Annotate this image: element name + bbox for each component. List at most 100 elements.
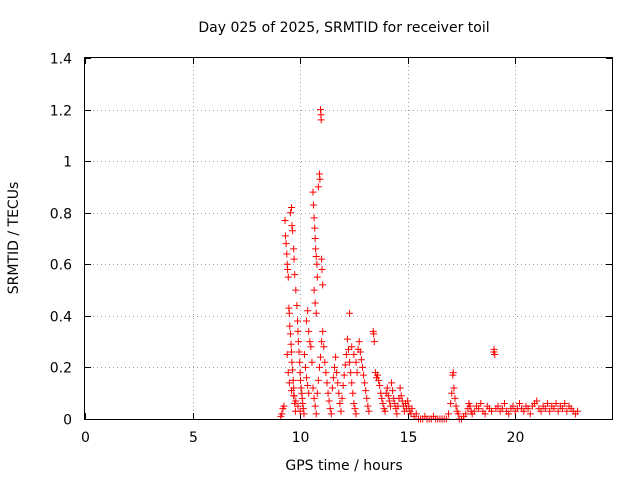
- data-point: [498, 405, 506, 413]
- data-point: [297, 376, 305, 384]
- data-point: [374, 371, 382, 379]
- data-point: [335, 389, 343, 397]
- data-point: [287, 348, 295, 356]
- data-point: [393, 410, 401, 418]
- data-point: [348, 343, 356, 351]
- data-point: [524, 405, 532, 413]
- data-point: [294, 338, 302, 346]
- data-point: [381, 407, 389, 415]
- data-point: [349, 389, 357, 397]
- data-point: [313, 273, 321, 281]
- y-tick-label: 1: [63, 155, 72, 171]
- data-point: [346, 309, 354, 317]
- data-point: [300, 410, 308, 418]
- data-point: [408, 405, 416, 413]
- x-tick-label: 0: [81, 430, 90, 446]
- data-point: [554, 407, 562, 415]
- data-point: [282, 240, 290, 248]
- data-point: [306, 338, 314, 346]
- data-point: [294, 327, 302, 335]
- data-point: [300, 351, 308, 359]
- data-point: [278, 410, 286, 418]
- data-point: [386, 402, 394, 410]
- data-point: [364, 402, 372, 410]
- data-point: [526, 410, 534, 418]
- data-point: [308, 358, 316, 366]
- data-point: [361, 379, 369, 387]
- data-point: [353, 369, 361, 377]
- data-point: [291, 271, 299, 279]
- data-point: [313, 389, 321, 397]
- data-point: [326, 405, 334, 413]
- data-point: [328, 384, 336, 392]
- data-point: [516, 400, 524, 408]
- data-point: [283, 250, 291, 258]
- data-point: [284, 265, 292, 273]
- y-tick-label: 0.6: [50, 258, 72, 274]
- data-point: [305, 389, 313, 397]
- data-point: [333, 369, 341, 377]
- data-point: [350, 400, 358, 408]
- data-point: [324, 389, 332, 397]
- data-point: [404, 397, 412, 405]
- data-point: [303, 374, 311, 382]
- data-point: [311, 402, 319, 410]
- chart-title: Day 025 of 2025, SRMTID for receiver toi…: [198, 20, 489, 36]
- data-point: [305, 327, 313, 335]
- data-point: [314, 183, 322, 191]
- data-point: [297, 384, 305, 392]
- data-point: [505, 410, 513, 418]
- x-axis-label: GPS time / hours: [285, 458, 402, 474]
- data-point: [384, 392, 392, 400]
- data-point: [552, 400, 560, 408]
- data-point: [317, 116, 325, 124]
- data-point: [500, 400, 508, 408]
- y-axis-label: SRMTID / TECUs: [6, 182, 22, 295]
- data-point: [340, 371, 348, 379]
- y-tick-label: 0.2: [50, 361, 72, 377]
- data-point: [318, 338, 326, 346]
- data-point: [295, 348, 303, 356]
- y-tick-label: 1.4: [50, 52, 72, 68]
- data-point: [312, 410, 320, 418]
- data-point: [450, 384, 458, 392]
- x-tick-label: 15: [400, 430, 418, 446]
- data-point: [449, 369, 457, 377]
- data-point: [280, 402, 288, 410]
- data-point: [327, 410, 335, 418]
- data-point: [320, 343, 328, 351]
- data-point: [355, 338, 363, 346]
- data-point: [332, 353, 340, 361]
- data-point: [287, 387, 295, 395]
- data-point: [454, 410, 462, 418]
- data-point: [288, 222, 296, 230]
- data-point: [292, 397, 300, 405]
- data-point: [357, 356, 365, 364]
- data-point: [352, 358, 360, 366]
- data-point: [312, 253, 320, 261]
- data-point: [310, 214, 318, 222]
- data-point: [494, 402, 502, 410]
- data-point: [488, 407, 496, 415]
- data-point: [352, 410, 360, 418]
- y-tick-label: 1.2: [50, 104, 72, 120]
- data-point: [294, 317, 302, 325]
- data-point: [281, 232, 289, 240]
- data-point: [559, 405, 567, 413]
- data-point: [321, 358, 329, 366]
- data-point: [347, 369, 355, 377]
- data-point: [309, 384, 317, 392]
- data-point: [294, 402, 302, 410]
- data-point: [312, 309, 320, 317]
- data-point: [316, 175, 324, 183]
- data-point: [284, 273, 292, 281]
- data-point: [303, 317, 311, 325]
- data-point: [350, 351, 358, 359]
- axis-ticks: 0 5 10 15 20 0 0.2 0.4 0.6 0.8 1 1.2 1.4: [50, 52, 612, 446]
- data-point: [337, 407, 345, 415]
- data-point: [462, 410, 470, 418]
- data-point: [520, 407, 528, 415]
- data-point: [574, 407, 582, 415]
- data-point: [338, 394, 346, 402]
